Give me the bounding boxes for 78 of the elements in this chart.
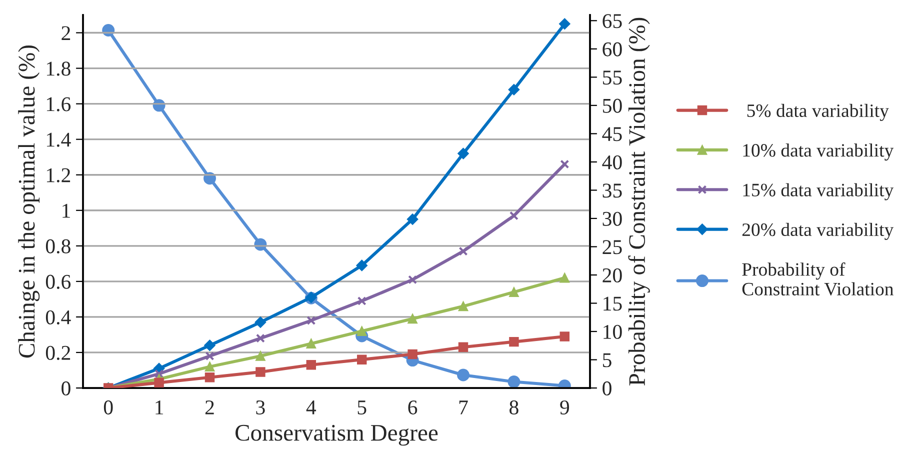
- point: [356, 260, 368, 272]
- y2-tick-label: 20: [602, 268, 622, 282]
- point: [508, 84, 520, 96]
- y2-tick-label: 35: [602, 184, 622, 198]
- point: [406, 214, 418, 225]
- point: [560, 332, 570, 342]
- point: [204, 372, 215, 382]
- point: [356, 354, 367, 364]
- point: [205, 352, 214, 361]
- x-tick-label: 6: [408, 400, 418, 414]
- point: [559, 18, 570, 30]
- point: [254, 316, 266, 328]
- y-tick-label: 0.2: [46, 346, 70, 360]
- x-tick-label: 1: [156, 400, 164, 414]
- y-tick-label: 0.8: [46, 239, 70, 254]
- point: [256, 334, 265, 343]
- y-tick-label: 1: [62, 204, 70, 218]
- x-tick-label: 3: [256, 400, 265, 414]
- point: [458, 148, 469, 160]
- legend-label: Probability of Constraint Violation: [742, 262, 894, 296]
- point: [458, 342, 468, 352]
- point: [306, 360, 316, 370]
- point: [154, 378, 164, 388]
- point: [357, 296, 366, 306]
- y-axis-title: Chainge in the optimal value (%): [18, 46, 40, 358]
- y2-tick-label: 25: [602, 240, 622, 254]
- point: [256, 351, 266, 361]
- y2-tick-label: 40: [602, 155, 622, 170]
- point: [509, 287, 519, 297]
- y-tick-label: 2: [62, 26, 70, 40]
- y-tick-label: 1.6: [46, 97, 71, 112]
- y-tick-label: 1.2: [46, 168, 70, 182]
- x-tick-label: 9: [560, 400, 570, 414]
- legend-label: 5% data variability: [747, 104, 889, 121]
- y2-tick-label: 10: [604, 324, 622, 339]
- x-axis-title: Conservatism Degree: [236, 424, 438, 446]
- y2-tick-label: 15: [604, 296, 622, 311]
- x-tick-label: 8: [510, 400, 518, 414]
- y-tick-label: 1.4: [46, 132, 71, 147]
- legend-label: 15% data variability: [743, 183, 894, 200]
- point: [457, 368, 470, 382]
- point: [458, 246, 468, 256]
- point: [508, 376, 520, 388]
- y-tick-label: 0: [62, 381, 70, 396]
- x-tick-label: 4: [306, 400, 316, 414]
- legend-label: 20% data variability: [742, 222, 894, 240]
- y2-tick-label: 55: [603, 70, 622, 85]
- x-tick-label: 2: [205, 400, 214, 414]
- point: [306, 338, 316, 348]
- point: [256, 367, 266, 377]
- y2-tick-label: 0: [602, 381, 612, 396]
- point: [204, 340, 216, 351]
- y2-tick-label: 60: [602, 42, 622, 56]
- y2-tick-label: 45: [602, 127, 622, 142]
- y-tick-label: 1.8: [46, 62, 70, 76]
- point: [408, 314, 418, 324]
- x-tick-label: 5: [358, 400, 366, 414]
- legend-label: 10% data variability: [743, 144, 894, 161]
- point: [306, 316, 316, 326]
- x-tick-label: 7: [459, 400, 468, 414]
- y2-tick-label: 65: [602, 14, 622, 28]
- y2-tick-label: 30: [602, 212, 622, 226]
- point: [408, 275, 418, 284]
- point: [509, 336, 519, 347]
- point: [408, 349, 418, 360]
- x-tick-label: 0: [104, 400, 113, 414]
- y-tick-label: 0.4: [46, 310, 71, 324]
- y2-tick-label: 50: [603, 98, 622, 113]
- point: [204, 362, 215, 372]
- point: [560, 273, 570, 283]
- point: [560, 160, 570, 169]
- y2-tick-label: 5: [603, 353, 612, 368]
- point: [458, 301, 468, 312]
- point: [154, 369, 164, 378]
- y-tick-label: 0.6: [46, 274, 71, 289]
- point: [509, 211, 518, 220]
- point: [356, 326, 367, 336]
- y2-axis-title: Probability of Constraint Violation (%): [628, 18, 650, 386]
